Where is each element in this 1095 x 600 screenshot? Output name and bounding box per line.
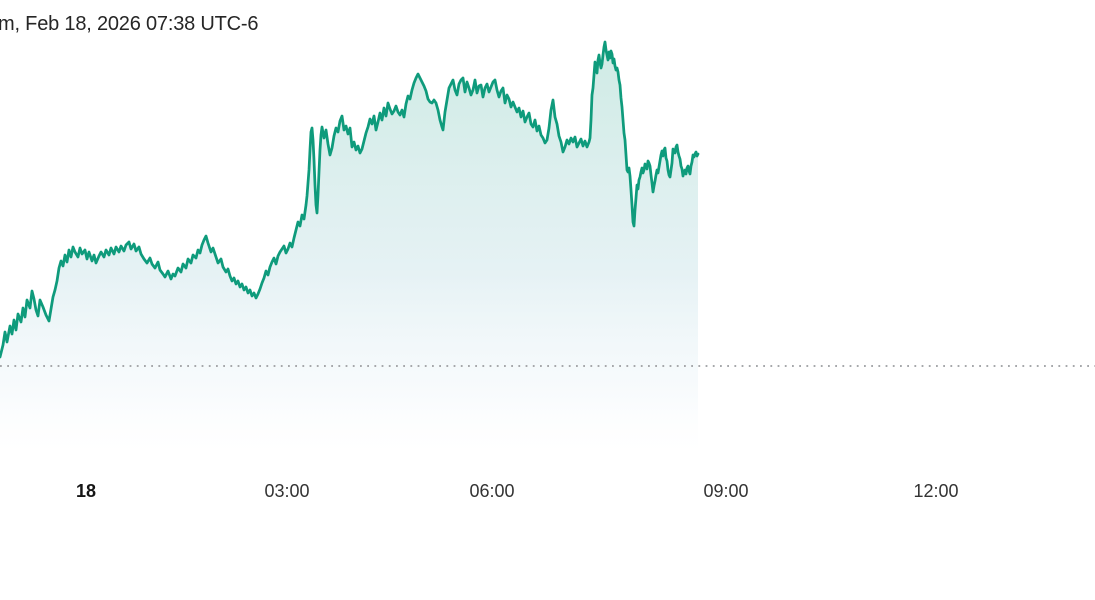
chart-timestamp: m, Feb 18, 2026 07:38 UTC-6 — [0, 13, 259, 35]
x-axis-label-03-00: 03:00 — [264, 481, 310, 501]
x-axis-label-18: 18 — [75, 481, 97, 501]
x-axis-label-09-00: 09:00 — [703, 481, 749, 501]
price-line — [0, 40, 700, 359]
x-axis-label-06-00: 06:00 — [469, 481, 515, 501]
price-area-fill — [0, 42, 698, 462]
x-axis-label-12-00: 12:00 — [913, 481, 959, 501]
x-axis: 18 03:00 06:00 09:00 12:00 — [0, 480, 1095, 504]
